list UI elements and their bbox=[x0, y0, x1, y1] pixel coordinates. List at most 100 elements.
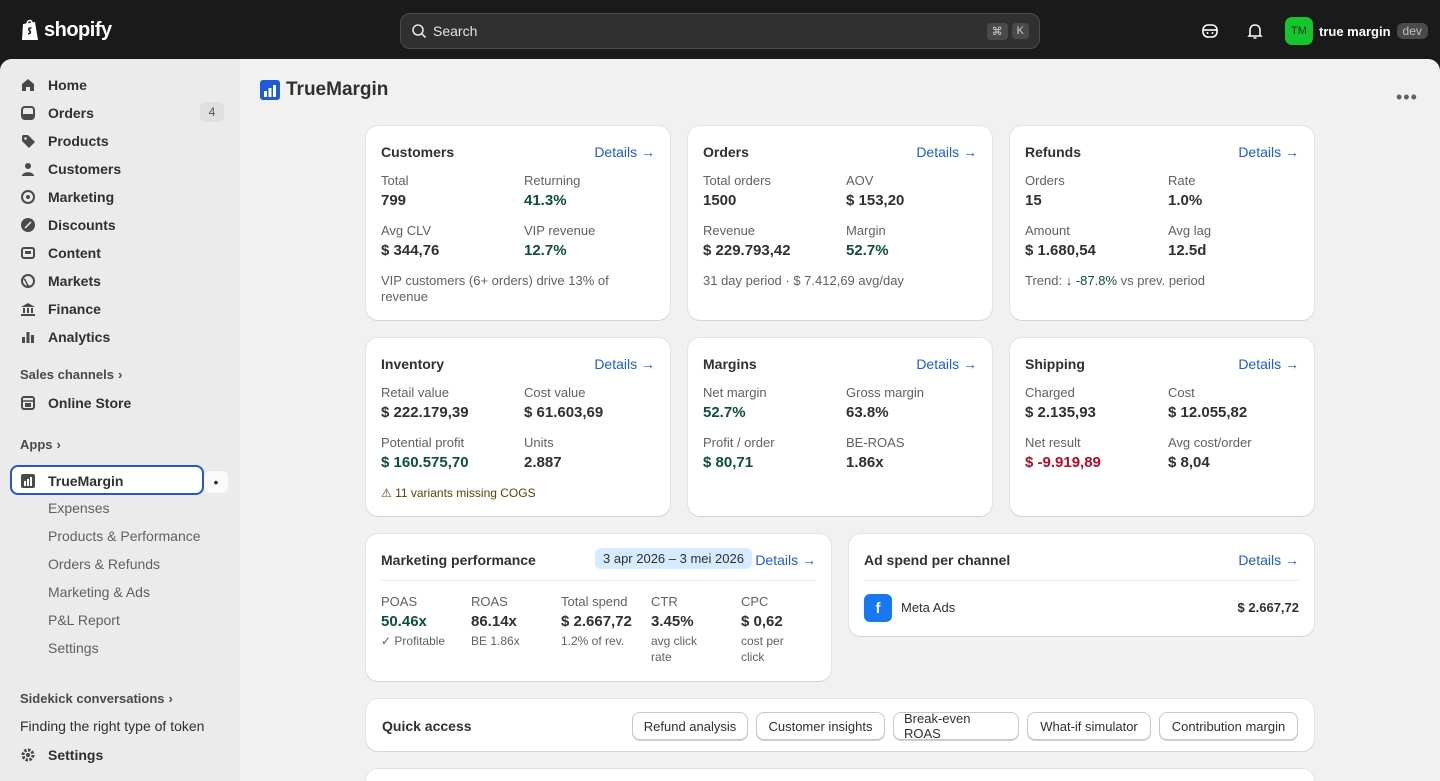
sidebar-item-finance[interactable]: Finance bbox=[20, 298, 101, 320]
metric-value: $ -9.919,89 bbox=[1025, 454, 1101, 471]
contribution-margin-button[interactable]: Contribution margin bbox=[1159, 712, 1298, 740]
metric-value: 41.3% bbox=[524, 192, 567, 209]
sidebar-item-label: Settings bbox=[48, 747, 104, 763]
sidebar-item-settings[interactable]: Settings bbox=[20, 744, 103, 766]
sidekick-label: Sidekick conversations bbox=[20, 691, 165, 706]
target-icon bbox=[21, 190, 35, 204]
sidekick-heading[interactable]: Sidekick conversations › bbox=[20, 691, 173, 706]
customer-insights-button[interactable]: Customer insights bbox=[756, 712, 885, 740]
metric-label: Charged bbox=[1025, 385, 1075, 400]
sidebar-item-marketing[interactable]: Marketing bbox=[20, 186, 114, 208]
metric-value: $ 344,76 bbox=[381, 242, 440, 259]
sidebar-item-online-store[interactable]: Online Store bbox=[20, 392, 131, 414]
metric-value: 52.7% bbox=[846, 242, 889, 259]
selected-app-highlight[interactable] bbox=[10, 465, 204, 495]
metric-label: Potential profit bbox=[381, 435, 465, 450]
sidekick-conversation-item[interactable]: Finding the right type of token bbox=[20, 718, 205, 734]
customers-card: Customers Details → Total 799 Returning … bbox=[366, 126, 670, 320]
shopify-bag-icon bbox=[22, 19, 38, 40]
sidebar-item-customers[interactable]: Customers bbox=[20, 158, 121, 180]
break-even-roas-button[interactable]: Break-even ROAS bbox=[893, 711, 1019, 741]
sidebar-item-products[interactable]: Products bbox=[20, 130, 109, 152]
avatar: TM bbox=[1285, 17, 1313, 45]
metric-value: 1.86x bbox=[846, 454, 884, 471]
details-link[interactable]: Details → bbox=[1238, 144, 1299, 160]
account-menu[interactable]: TM true margin dev bbox=[1285, 17, 1428, 45]
metric-label: Total bbox=[381, 173, 409, 188]
divider bbox=[381, 580, 816, 581]
shipping-card: Shipping Details → Charged $ 2.135,93 Co… bbox=[1010, 338, 1314, 516]
metric-value: 15 bbox=[1025, 192, 1042, 209]
bar-chart-icon bbox=[22, 332, 34, 343]
sidebar-item-label: Markets bbox=[48, 273, 101, 289]
sidebar-subitem-products-performance[interactable]: Products & Performance bbox=[48, 528, 201, 544]
sidebar-item-label: TrueMargin bbox=[48, 473, 124, 489]
sidebar-subitem-settings[interactable]: Settings bbox=[48, 640, 99, 656]
metric-label: Avg CLV bbox=[381, 223, 432, 238]
margins-card: Margins Details → Net margin 52.7% Gross… bbox=[688, 338, 992, 516]
card-title: Inventory bbox=[381, 356, 445, 372]
metric-label: Revenue bbox=[703, 223, 756, 238]
sidebar-item-label: Customers bbox=[48, 161, 122, 177]
card-title: Orders bbox=[703, 144, 749, 160]
metric-label: CPC bbox=[741, 594, 769, 609]
card-title: Refunds bbox=[1025, 144, 1081, 160]
pin-dot-icon[interactable]: • bbox=[204, 471, 228, 493]
apps-heading[interactable]: Apps › bbox=[20, 437, 61, 452]
shopify-logo[interactable]: shopify bbox=[20, 18, 112, 42]
sidebar-item-discounts[interactable]: Discounts bbox=[20, 214, 116, 236]
what-if-simulator-button[interactable]: What-if simulator bbox=[1027, 712, 1151, 740]
search-bar[interactable]: Search ⌘ K bbox=[400, 13, 1040, 49]
details-link[interactable]: Details → bbox=[594, 144, 655, 160]
page-title: TrueMargin bbox=[260, 79, 388, 101]
metric-label: Retail value bbox=[381, 385, 449, 400]
sidebar-item-label: Finance bbox=[48, 301, 101, 317]
metric-value: $ 1.680,54 bbox=[1025, 242, 1096, 259]
card-title: Ad spend per channel bbox=[864, 552, 1011, 568]
sidebar-item-truemargin[interactable]: TrueMargin bbox=[20, 470, 123, 492]
sales-channels-heading[interactable]: Sales channels › bbox=[20, 367, 122, 382]
metric-value: 799 bbox=[381, 192, 407, 209]
sidebar-item-home[interactable]: Home bbox=[20, 74, 87, 96]
metric-value: 1500 bbox=[703, 192, 737, 209]
details-link[interactable]: Details → bbox=[1238, 552, 1299, 568]
sidebar-subitem-expenses[interactable]: Expenses bbox=[48, 500, 110, 516]
sidebar-subitem-marketing-ads[interactable]: Marketing & Ads bbox=[48, 584, 150, 600]
chevron-right-icon: › bbox=[56, 437, 61, 452]
person-icon bbox=[22, 163, 34, 176]
details-link[interactable]: Details → bbox=[916, 144, 977, 160]
search-placeholder: Search bbox=[433, 23, 478, 39]
metric-value: $ 8,04 bbox=[1168, 454, 1210, 471]
details-link[interactable]: Details → bbox=[594, 356, 655, 372]
shortcut-key-cmd: ⌘ bbox=[986, 22, 1008, 40]
metric-label: Cost bbox=[1168, 385, 1195, 400]
sidebar-item-markets[interactable]: Markets bbox=[20, 270, 101, 292]
sidebar-subitem-orders-refunds[interactable]: Orders & Refunds bbox=[48, 556, 161, 572]
sidebar-subitem-pl-report[interactable]: P&L Report bbox=[48, 612, 120, 628]
sidebar-item-content[interactable]: Content bbox=[20, 242, 101, 264]
metric-value: 63.8% bbox=[846, 404, 889, 421]
metric-value: $ 12.055,82 bbox=[1168, 404, 1248, 421]
details-link[interactable]: Details → bbox=[1238, 356, 1299, 372]
bell-icon[interactable] bbox=[1245, 21, 1265, 41]
metric-value: $ 0,62 bbox=[741, 613, 783, 630]
tag-icon bbox=[22, 135, 35, 148]
date-range-badge[interactable]: 3 apr 2026 – 3 mei 2026 bbox=[595, 548, 752, 569]
more-actions-icon[interactable]: ••• bbox=[1396, 87, 1418, 107]
sidebar-item-analytics[interactable]: Analytics bbox=[20, 326, 110, 348]
details-link[interactable]: Details → bbox=[755, 552, 816, 568]
metric-label: POAS bbox=[381, 594, 418, 609]
metric-label: VIP revenue bbox=[524, 223, 596, 238]
refund-analysis-button[interactable]: Refund analysis bbox=[632, 712, 748, 740]
metric-value: 2.887 bbox=[524, 454, 562, 471]
channel-value: $ 2.667,72 bbox=[1237, 600, 1299, 615]
sidekick-icon[interactable] bbox=[1200, 21, 1220, 41]
metric-subnote: 1.2% of rev. bbox=[561, 634, 625, 648]
store-icon bbox=[21, 396, 35, 410]
meta-facebook-icon: f bbox=[864, 594, 892, 622]
marketing-performance-card: Marketing performance 3 apr 2026 – 3 mei… bbox=[366, 534, 831, 681]
sidebar-item-orders[interactable]: Orders bbox=[20, 102, 94, 124]
orders-count-badge: 4 bbox=[200, 102, 224, 122]
bank-icon bbox=[21, 303, 35, 316]
details-link[interactable]: Details → bbox=[916, 356, 977, 372]
